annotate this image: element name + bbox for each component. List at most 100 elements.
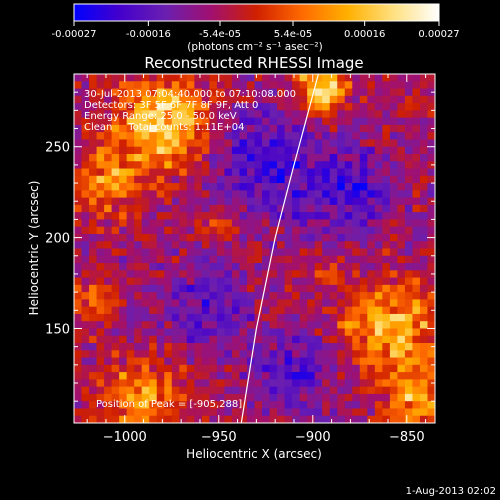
heatmap-cell (89, 204, 98, 213)
heatmap-cell (239, 415, 248, 423)
heatmap-cell (89, 132, 98, 141)
heatmap-cell (344, 212, 353, 221)
heatmap-cell (104, 379, 113, 388)
heatmap-cell (367, 270, 376, 279)
heatmap-cell (149, 263, 158, 271)
heatmap-cell (156, 219, 165, 228)
heatmap-cell (126, 146, 135, 155)
heatmap-cell (104, 233, 113, 242)
heatmap-cell (404, 350, 414, 359)
heatmap-cell (231, 386, 241, 395)
heatmap-cell (367, 226, 376, 235)
heatmap-cell (382, 117, 391, 126)
heatmap-cell (344, 386, 353, 395)
heatmap-cell (269, 335, 278, 344)
heatmap-cell (141, 233, 150, 242)
heatmap-cell (352, 233, 361, 242)
heatmap-cell (156, 204, 165, 213)
heatmap-cell (367, 321, 376, 330)
heatmap-cell (292, 103, 301, 111)
heatmap-cell (374, 299, 383, 308)
heatmap-cell (299, 372, 308, 380)
heatmap-cell (104, 124, 113, 133)
heatmap-cell (382, 175, 391, 184)
heatmap-cell (412, 313, 421, 322)
heatmap-cell (209, 226, 218, 235)
heatmap-cell (314, 263, 323, 271)
heatmap-cell (239, 190, 248, 199)
heatmap-cell (269, 372, 278, 380)
heatmap-cell (224, 139, 233, 148)
heatmap-cell (337, 233, 346, 242)
heatmap-cell (239, 153, 248, 162)
heatmap-cell (322, 153, 331, 162)
heatmap-cell (201, 277, 210, 286)
heatmap-cell (292, 233, 301, 242)
heatmap-cell (126, 226, 135, 235)
heatmap-cell (74, 408, 83, 417)
heatmap-cell (246, 88, 256, 97)
heatmap-cell (74, 117, 83, 126)
heatmap-cell (231, 132, 241, 141)
heatmap-cell (329, 401, 338, 410)
heatmap-cell (224, 81, 233, 90)
heatmap-cell (201, 270, 210, 279)
heatmap-cell (397, 233, 406, 242)
heatmap-cell (126, 313, 135, 322)
heatmap-cell (299, 183, 308, 191)
heatmap-cell (292, 415, 301, 423)
heatmap-cell (322, 95, 331, 104)
heatmap-cell (389, 364, 398, 373)
heatmap-cell (119, 415, 128, 423)
heatmap-cell (179, 328, 188, 337)
heatmap-cell (246, 408, 256, 417)
heatmap-cell (111, 328, 120, 337)
heatmap-cell (81, 415, 90, 423)
heatmap-cell (149, 328, 158, 337)
heatmap-cell (397, 343, 406, 351)
heatmap-cell (359, 350, 368, 359)
heatmap-cell (81, 284, 90, 293)
heatmap-cell (367, 175, 376, 184)
heatmap-cell (427, 132, 435, 141)
colorbar-tick-label: -0.00016 (126, 29, 171, 40)
heatmap-cell (352, 386, 361, 395)
heatmap-cell (314, 168, 323, 177)
heatmap-cell (89, 103, 98, 111)
heatmap-cell (337, 197, 346, 206)
heatmap-cell (186, 277, 195, 286)
heatmap-cell (374, 292, 383, 300)
heatmap-cell (254, 292, 263, 300)
heatmap-cell (246, 292, 256, 300)
heatmap-cell (74, 277, 83, 286)
heatmap-cell (201, 110, 210, 119)
heatmap-cell (389, 328, 398, 337)
heatmap-cell (141, 146, 150, 155)
heatmap-cell (216, 292, 226, 300)
heatmap-cell (179, 248, 188, 257)
heatmap-cell (419, 379, 429, 388)
heatmap-cell (119, 277, 128, 286)
heatmap-cell (134, 81, 143, 90)
heatmap-cell (277, 379, 286, 388)
heatmap-cell (419, 124, 429, 133)
heatmap-cell (307, 190, 316, 199)
heatmap-cell (337, 226, 346, 235)
heatmap-cell (322, 277, 331, 286)
heatmap-cell (389, 103, 398, 111)
heatmap-cell (164, 139, 173, 148)
heatmap-cell (141, 241, 150, 250)
heatmap-cell (239, 183, 248, 191)
heatmap-cell (284, 255, 293, 264)
heatmap-cell (427, 183, 435, 191)
heatmap-cell (141, 379, 150, 388)
heatmap-cell (194, 183, 203, 191)
heatmap-cell (419, 350, 429, 359)
heatmap-cell (111, 299, 120, 308)
heatmap-cell (299, 263, 308, 271)
heatmap-cell (374, 132, 383, 141)
heatmap-cell (111, 117, 120, 126)
heatmap-cell (284, 124, 293, 133)
heatmap-cell (307, 117, 316, 126)
heatmap-cell (209, 139, 218, 148)
